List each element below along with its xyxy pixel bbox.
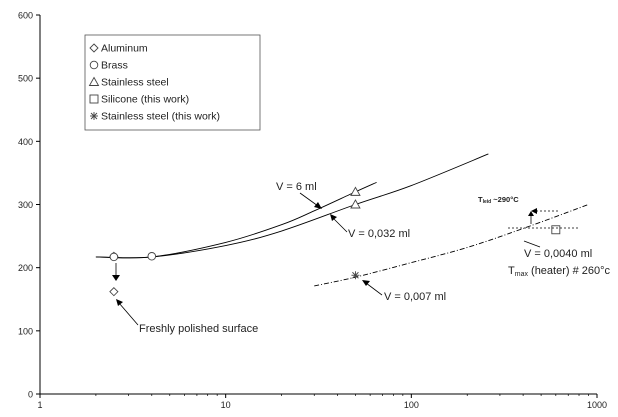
- y-tick-label: 400: [18, 137, 33, 147]
- x-tick-label: 1000: [587, 400, 607, 410]
- arrowhead-tleid: [531, 208, 537, 214]
- legend-marker-square: [89, 94, 99, 104]
- arrow-v-0007ml: [365, 282, 383, 296]
- point-diamond: [109, 287, 119, 297]
- y-tick-label: 200: [18, 263, 33, 273]
- annotations: Freshly polished surface V = 6 ml V = 0,…: [112, 181, 611, 335]
- legend-marker-triangle: [88, 76, 100, 86]
- axes: 0 100 200 300 400 500 600 1 10 100 1000: [18, 11, 607, 411]
- y-tick-label: 100: [18, 326, 33, 336]
- curve-1: [95, 181, 377, 259]
- x-tick-label: 1: [37, 400, 42, 410]
- y-tick-label: 300: [18, 200, 33, 210]
- arrow-v-0004ml: [523, 240, 541, 248]
- point-asterisk: [351, 271, 360, 280]
- asterisk-stroke: [352, 271, 359, 279]
- point-circle: [147, 252, 157, 261]
- label-tmax: Tmax (heater) # 260°c: [508, 265, 611, 278]
- asterisk-stroke: [90, 112, 98, 120]
- label-v-0032ml: V = 0,032 ml: [348, 228, 410, 240]
- label-tleid: Tleid ~290°C: [478, 195, 519, 205]
- data-points: [109, 186, 561, 297]
- arrowhead-v-0032ml: [330, 214, 337, 221]
- legend-label: Aluminum: [101, 43, 148, 55]
- point-square: [551, 225, 561, 235]
- legend-marker-circle: [89, 60, 99, 70]
- point-triangle: [350, 186, 361, 196]
- legend-box: [84, 34, 261, 131]
- legend-label: Stainless steel: [101, 77, 169, 89]
- y-tick-label: 600: [18, 11, 33, 21]
- label-v-0004ml: V = 0,0040 ml: [524, 248, 592, 260]
- label-v-0007ml: V = 0,007 ml: [384, 291, 446, 303]
- arrow-v-6ml: [299, 192, 319, 207]
- arrow-freshly-polished: [118, 302, 139, 326]
- curve-2: [95, 153, 489, 259]
- legend-label: Brass: [101, 60, 128, 72]
- up-arrowhead-tleid: [528, 211, 534, 216]
- point-circle: [109, 252, 119, 262]
- curve-3: [314, 204, 589, 287]
- y-tick-label: 500: [18, 74, 33, 84]
- arrowhead-v-0007ml: [362, 280, 370, 286]
- point-triangle: [350, 199, 361, 209]
- y-tick-label: 0: [28, 390, 33, 400]
- x-tick-label: 100: [404, 400, 419, 410]
- legend-marker-asterisk: [90, 112, 98, 120]
- arrowhead-aluminum-drop: [112, 275, 120, 281]
- legend-label: Stainless steel (this work): [101, 111, 220, 123]
- arrowhead-v-6ml: [314, 202, 322, 209]
- legend-marker-diamond: [89, 43, 99, 53]
- x-tick-label: 10: [221, 400, 231, 410]
- annotation-freshly-polished: Freshly polished surface: [139, 323, 258, 335]
- legend: Aluminum Brass Stainless steel Silicone (th…: [84, 34, 261, 131]
- label-v-6ml: V = 6 ml: [276, 181, 317, 193]
- legend-label: Silicone (this work): [101, 94, 189, 106]
- arrow-v-0032ml: [332, 217, 348, 233]
- arrowhead-freshly-polished: [116, 299, 123, 306]
